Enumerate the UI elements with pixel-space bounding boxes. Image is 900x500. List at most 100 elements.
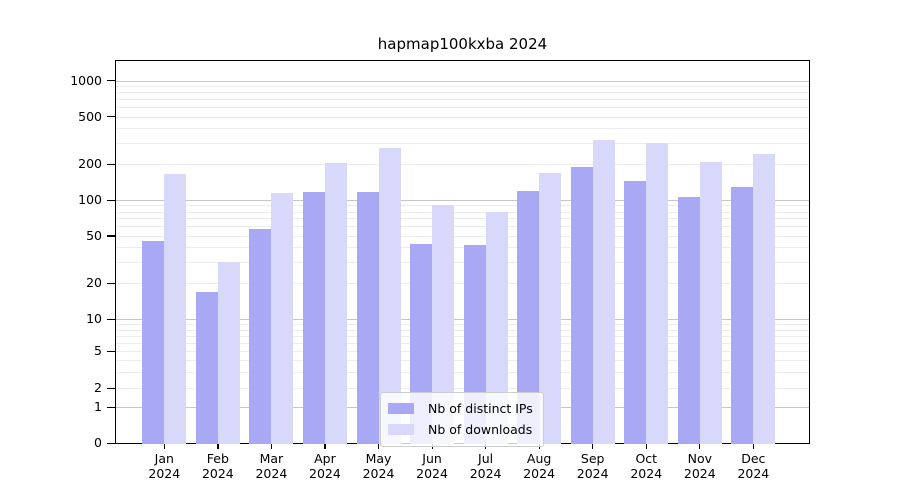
x-tick-year: 2024 [309, 466, 341, 481]
gridline-30 [116, 262, 809, 264]
y-tick-1000 [107, 80, 115, 82]
y-tick-label-20: 20 [86, 275, 102, 291]
legend-swatch-distinct-ips [388, 403, 414, 414]
gridline-800 [116, 92, 809, 94]
x-tick-month: Sep [580, 451, 605, 466]
y-tick-label-2: 2 [94, 380, 102, 396]
y-tick-1 [107, 406, 115, 408]
bar-downloads-nov [699, 162, 722, 444]
legend: Nb of distinct IPs Nb of downloads [380, 392, 544, 447]
bar-downloads-aug [539, 172, 562, 444]
gridline-90 [116, 205, 809, 207]
gridline-70 [116, 218, 809, 220]
gridline-3 [116, 371, 809, 373]
bar-distinct-ips-sep [570, 166, 593, 444]
gridline-700 [116, 99, 809, 101]
x-tick-oct [645, 444, 647, 449]
y-tick-10 [107, 318, 115, 320]
y-tick-label-1: 1 [94, 399, 102, 414]
x-tick-year: 2024 [737, 466, 770, 481]
x-tick-label-aug: Aug 2024 [507, 451, 571, 481]
x-tick-label-jan: Jan 2024 [132, 451, 196, 481]
y-tick-200 [107, 163, 115, 165]
legend-row-distinct-ips: Nb of distinct IPs [388, 398, 533, 419]
gridline-8 [116, 329, 809, 331]
x-tick-label-jun: Jun 2024 [400, 451, 464, 481]
x-tick-label-sep: Sep 2024 [561, 451, 625, 481]
y-tick-label-100: 100 [78, 192, 102, 207]
bar-downloads-dec [753, 153, 776, 444]
x-tick-month: Apr [314, 451, 336, 466]
gridline-1000 [116, 80, 809, 82]
bar-downloads-jul [485, 211, 508, 444]
gridline-7 [116, 335, 809, 337]
gridline-400 [116, 128, 809, 130]
bar-downloads-may [378, 147, 401, 444]
y-tick-0 [107, 442, 115, 444]
x-tick-month: Mar [259, 451, 284, 466]
x-tick-month: Jan [154, 451, 174, 466]
gridline-80 [116, 211, 809, 213]
gridline-4 [116, 360, 809, 362]
y-tick-50 [107, 235, 115, 237]
x-tick-label-mar: Mar 2024 [239, 451, 303, 481]
y-tick-label-0: 0 [94, 435, 102, 450]
x-tick-label-apr: Apr 2024 [293, 451, 357, 481]
x-tick-may [378, 444, 380, 449]
x-tick-year: 2024 [255, 466, 288, 481]
y-tick-label-1000: 1000 [70, 72, 102, 88]
gridline-40 [116, 247, 809, 249]
x-tick-label-oct: Oct 2024 [614, 451, 678, 481]
x-tick-month: May [365, 451, 392, 466]
x-tick-month: Jun [422, 451, 442, 466]
bar-distinct-ips-dec [731, 187, 754, 444]
bar-distinct-ips-feb [195, 291, 218, 444]
chart-title: hapmap100kxba 2024 [377, 35, 548, 53]
gridline-5 [116, 351, 809, 352]
x-tick-label-may: May 2024 [347, 451, 411, 481]
y-tick-label-5: 5 [94, 343, 102, 358]
x-tick-year: 2024 [362, 466, 395, 481]
gridline-50 [116, 235, 809, 237]
x-tick-apr [324, 444, 326, 449]
gridline-9 [116, 324, 809, 326]
plot-area: Nb of distinct IPs Nb of downloads [115, 60, 810, 447]
y-tick-label-50: 50 [86, 227, 102, 243]
x-tick-jan [163, 444, 165, 449]
gridline-6 [116, 342, 809, 344]
bar-distinct-ips-mar [249, 229, 272, 444]
x-tick-year: 2024 [469, 466, 502, 481]
x-tick-nov [699, 444, 701, 449]
y-tick-label-200: 200 [78, 156, 102, 172]
bar-distinct-ips-may [356, 192, 379, 444]
y-tick-label-500: 500 [78, 108, 102, 124]
bar-distinct-ips-aug [517, 190, 540, 444]
gridline-600 [116, 107, 809, 109]
y-tick-20 [107, 282, 115, 285]
y-tick-2 [107, 387, 115, 389]
x-tick-month: Aug [526, 451, 552, 466]
x-tick-dec [752, 444, 755, 449]
x-tick-year: 2024 [148, 466, 181, 481]
bar-downloads-jun [432, 205, 455, 444]
gridline-100 [116, 200, 809, 201]
gridline-500 [116, 116, 809, 118]
x-tick-mar [270, 444, 273, 449]
x-tick-month: Dec [741, 451, 766, 466]
x-tick-year: 2024 [416, 466, 448, 481]
legend-row-downloads: Nb of downloads [388, 419, 533, 440]
bar-downloads-apr [324, 162, 347, 444]
x-tick-sep [592, 444, 594, 449]
y-tick-500 [107, 116, 115, 118]
x-tick-month: Oct [635, 451, 658, 466]
x-tick-month: Jul [478, 451, 494, 466]
bar-downloads-jan [164, 174, 187, 444]
x-tick-year: 2024 [576, 466, 609, 481]
bar-downloads-oct [646, 143, 669, 444]
x-tick-year: 2024 [683, 466, 716, 481]
bar-downloads-feb [217, 262, 240, 444]
y-tick-100 [107, 199, 115, 201]
x-tick-year: 2024 [523, 466, 556, 481]
bar-distinct-ips-nov [677, 196, 700, 444]
